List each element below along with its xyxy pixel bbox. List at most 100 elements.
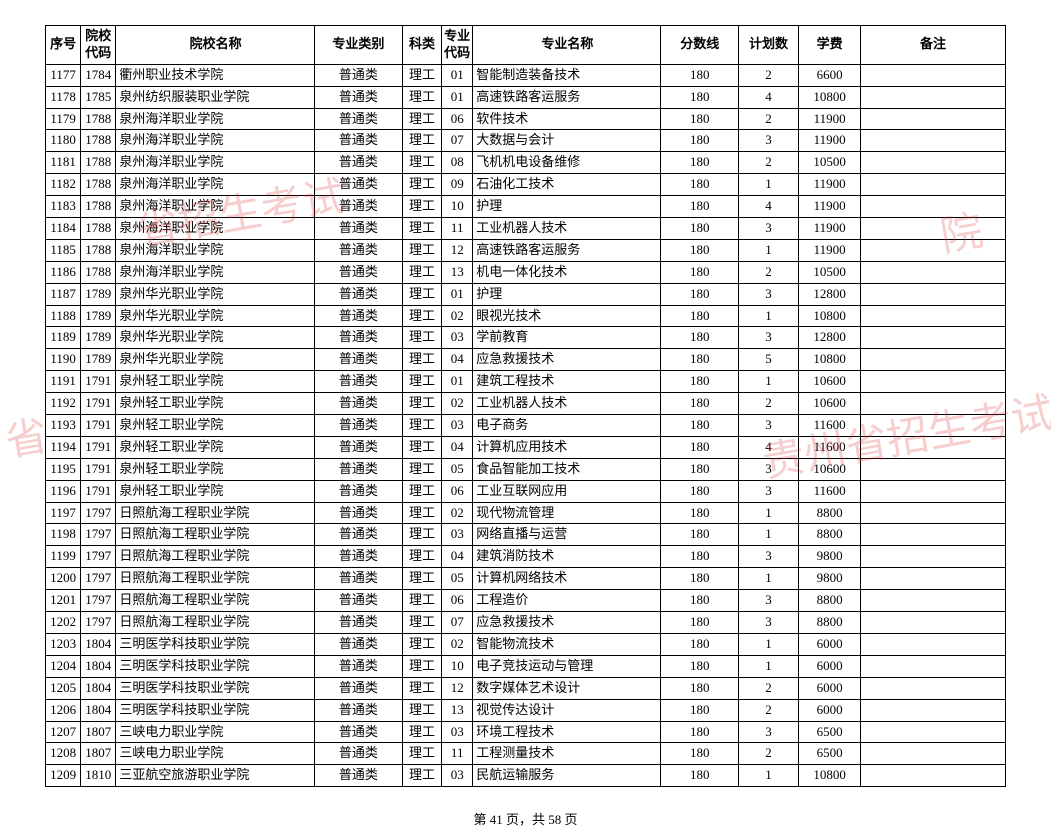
cell-school-name: 三明医学科技职业学院 bbox=[116, 655, 315, 677]
table-row: 11841788泉州海洋职业学院普通类理工11工业机器人技术180311900 bbox=[46, 218, 1006, 240]
cell-note bbox=[861, 218, 1006, 240]
cell-major-code: 02 bbox=[442, 305, 473, 327]
table-row: 11781785泉州纺织服装职业学院普通类理工01高速铁路客运服务1804108… bbox=[46, 86, 1006, 108]
cell-fee: 10800 bbox=[799, 349, 861, 371]
cell-score: 180 bbox=[661, 743, 739, 765]
cell-category: 普通类 bbox=[314, 524, 402, 546]
cell-category: 普通类 bbox=[314, 415, 402, 437]
table-row: 12071807三峡电力职业学院普通类理工03环境工程技术18036500 bbox=[46, 721, 1006, 743]
cell-science: 理工 bbox=[402, 371, 441, 393]
cell-school-code: 1804 bbox=[81, 633, 116, 655]
cell-major-name: 工业互联网应用 bbox=[473, 480, 661, 502]
cell-science: 理工 bbox=[402, 480, 441, 502]
table-row: 11851788泉州海洋职业学院普通类理工12高速铁路客运服务180111900 bbox=[46, 239, 1006, 261]
cell-major-code: 03 bbox=[442, 721, 473, 743]
cell-major-code: 12 bbox=[442, 239, 473, 261]
cell-category: 普通类 bbox=[314, 64, 402, 86]
cell-major-code: 11 bbox=[442, 743, 473, 765]
cell-major-name: 建筑工程技术 bbox=[473, 371, 661, 393]
cell-science: 理工 bbox=[402, 743, 441, 765]
cell-major-code: 06 bbox=[442, 590, 473, 612]
cell-science: 理工 bbox=[402, 721, 441, 743]
header-row: 序号 院校代码 院校名称 专业类别 科类 专业代码 专业名称 分数线 计划数 学… bbox=[46, 26, 1006, 65]
cell-score: 180 bbox=[661, 218, 739, 240]
cell-fee: 10600 bbox=[799, 458, 861, 480]
table-row: 11771784衢州职业技术学院普通类理工01智能制造装备技术18026600 bbox=[46, 64, 1006, 86]
cell-school-name: 泉州华光职业学院 bbox=[116, 349, 315, 371]
cell-science: 理工 bbox=[402, 64, 441, 86]
cell-school-code: 1789 bbox=[81, 305, 116, 327]
cell-category: 普通类 bbox=[314, 633, 402, 655]
cell-plan: 3 bbox=[739, 721, 799, 743]
cell-science: 理工 bbox=[402, 546, 441, 568]
cell-school-code: 1797 bbox=[81, 502, 116, 524]
cell-score: 180 bbox=[661, 677, 739, 699]
cell-major-code: 05 bbox=[442, 458, 473, 480]
cell-school-code: 1797 bbox=[81, 590, 116, 612]
cell-note bbox=[861, 283, 1006, 305]
cell-note bbox=[861, 524, 1006, 546]
cell-fee: 11900 bbox=[799, 130, 861, 152]
cell-science: 理工 bbox=[402, 633, 441, 655]
cell-note bbox=[861, 480, 1006, 502]
cell-plan: 2 bbox=[739, 677, 799, 699]
cell-school-code: 1785 bbox=[81, 86, 116, 108]
cell-major-name: 电子商务 bbox=[473, 415, 661, 437]
cell-major-name: 工业机器人技术 bbox=[473, 393, 661, 415]
cell-science: 理工 bbox=[402, 502, 441, 524]
cell-note bbox=[861, 633, 1006, 655]
cell-school-code: 1797 bbox=[81, 612, 116, 634]
cell-school-name: 泉州海洋职业学院 bbox=[116, 108, 315, 130]
table-row: 12021797日照航海工程职业学院普通类理工07应急救援技术18038800 bbox=[46, 612, 1006, 634]
cell-major-code: 11 bbox=[442, 218, 473, 240]
cell-major-name: 应急救援技术 bbox=[473, 612, 661, 634]
cell-school-code: 1788 bbox=[81, 152, 116, 174]
cell-school-name: 泉州华光职业学院 bbox=[116, 283, 315, 305]
cell-school-code: 1788 bbox=[81, 218, 116, 240]
cell-science: 理工 bbox=[402, 677, 441, 699]
cell-school-name: 泉州轻工职业学院 bbox=[116, 415, 315, 437]
cell-note bbox=[861, 546, 1006, 568]
cell-score: 180 bbox=[661, 305, 739, 327]
cell-major-name: 护理 bbox=[473, 283, 661, 305]
cell-school-name: 泉州海洋职业学院 bbox=[116, 174, 315, 196]
cell-score: 180 bbox=[661, 721, 739, 743]
cell-category: 普通类 bbox=[314, 130, 402, 152]
cell-seq: 1191 bbox=[46, 371, 81, 393]
cell-major-code: 03 bbox=[442, 524, 473, 546]
cell-school-name: 日照航海工程职业学院 bbox=[116, 590, 315, 612]
cell-fee: 10800 bbox=[799, 86, 861, 108]
cell-note bbox=[861, 743, 1006, 765]
cell-major-name: 数字媒体艺术设计 bbox=[473, 677, 661, 699]
cell-category: 普通类 bbox=[314, 546, 402, 568]
cell-category: 普通类 bbox=[314, 502, 402, 524]
cell-school-name: 日照航海工程职业学院 bbox=[116, 568, 315, 590]
cell-science: 理工 bbox=[402, 590, 441, 612]
cell-plan: 3 bbox=[739, 218, 799, 240]
cell-school-name: 泉州轻工职业学院 bbox=[116, 458, 315, 480]
cell-seq: 1194 bbox=[46, 436, 81, 458]
cell-note bbox=[861, 86, 1006, 108]
cell-seq: 1209 bbox=[46, 765, 81, 787]
cell-major-name: 工业机器人技术 bbox=[473, 218, 661, 240]
cell-plan: 1 bbox=[739, 655, 799, 677]
cell-fee: 10800 bbox=[799, 305, 861, 327]
table-row: 11961791泉州轻工职业学院普通类理工06工业互联网应用180311600 bbox=[46, 480, 1006, 502]
admissions-table: 序号 院校代码 院校名称 专业类别 科类 专业代码 专业名称 分数线 计划数 学… bbox=[45, 25, 1006, 787]
cell-school-code: 1788 bbox=[81, 239, 116, 261]
cell-score: 180 bbox=[661, 524, 739, 546]
col-category: 专业类别 bbox=[314, 26, 402, 65]
cell-plan: 3 bbox=[739, 458, 799, 480]
cell-category: 普通类 bbox=[314, 152, 402, 174]
cell-school-name: 三峡电力职业学院 bbox=[116, 721, 315, 743]
cell-school-name: 泉州华光职业学院 bbox=[116, 305, 315, 327]
cell-plan: 3 bbox=[739, 590, 799, 612]
cell-seq: 1204 bbox=[46, 655, 81, 677]
cell-major-code: 02 bbox=[442, 502, 473, 524]
cell-note bbox=[861, 64, 1006, 86]
cell-major-code: 03 bbox=[442, 327, 473, 349]
table-row: 12011797日照航海工程职业学院普通类理工06工程造价18038800 bbox=[46, 590, 1006, 612]
cell-category: 普通类 bbox=[314, 218, 402, 240]
cell-major-name: 应急救援技术 bbox=[473, 349, 661, 371]
cell-category: 普通类 bbox=[314, 327, 402, 349]
